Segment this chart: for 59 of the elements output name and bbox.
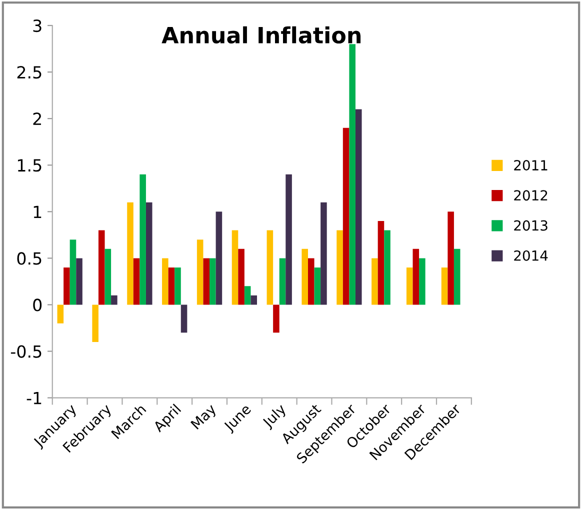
bar [127,202,134,305]
bar [111,295,118,305]
bar [273,304,280,333]
bar [308,258,314,305]
bar [92,304,98,342]
legend-label: 2011 [514,160,548,171]
y-tick-label: 2.5 [17,66,42,79]
bar [320,202,327,305]
bar [412,248,420,305]
bar [266,230,274,305]
bar [454,248,460,305]
y-tick-label: 0.5 [17,252,42,265]
bar [419,258,426,305]
bar [216,212,222,305]
bar [76,258,82,305]
bar [140,174,146,305]
y-tick-label: 3 [33,19,42,32]
bar [441,267,448,305]
bar [250,295,258,305]
bar [64,267,70,305]
bar [372,258,378,305]
bar [349,44,356,305]
bar [342,128,350,305]
y-tick-label: 1 [34,206,42,218]
bar [232,230,238,305]
bar [384,230,390,305]
bar [355,109,362,305]
y-tick-label: -1 [26,392,42,404]
legend-label: 2012 [514,190,548,201]
bar [180,304,188,333]
bar [133,258,140,305]
y-tick-label: 0 [33,298,42,312]
legend-label: 2014 [514,250,548,261]
bar [406,267,413,305]
bar [314,267,321,305]
bar [57,304,64,324]
chart-title: Annual Inflation [162,26,361,44]
bar [279,258,286,305]
bar [98,230,105,305]
legend-label: 2013 [514,220,548,231]
bar [203,258,210,305]
y-tick-label: 2 [33,112,41,125]
bar [168,267,175,305]
bar [196,240,204,305]
bar [174,267,181,305]
bar [448,212,454,305]
bar [162,258,168,305]
bar [378,220,384,305]
bar [244,286,251,305]
bar [70,240,76,305]
bar [210,258,216,305]
bar [146,202,152,305]
bar [286,174,292,305]
bar [238,248,244,305]
bar [336,230,343,305]
y-tick-label: -0.5 [10,345,42,358]
bar [104,248,112,305]
bar [302,248,308,305]
y-tick-label: 1.5 [18,159,42,172]
